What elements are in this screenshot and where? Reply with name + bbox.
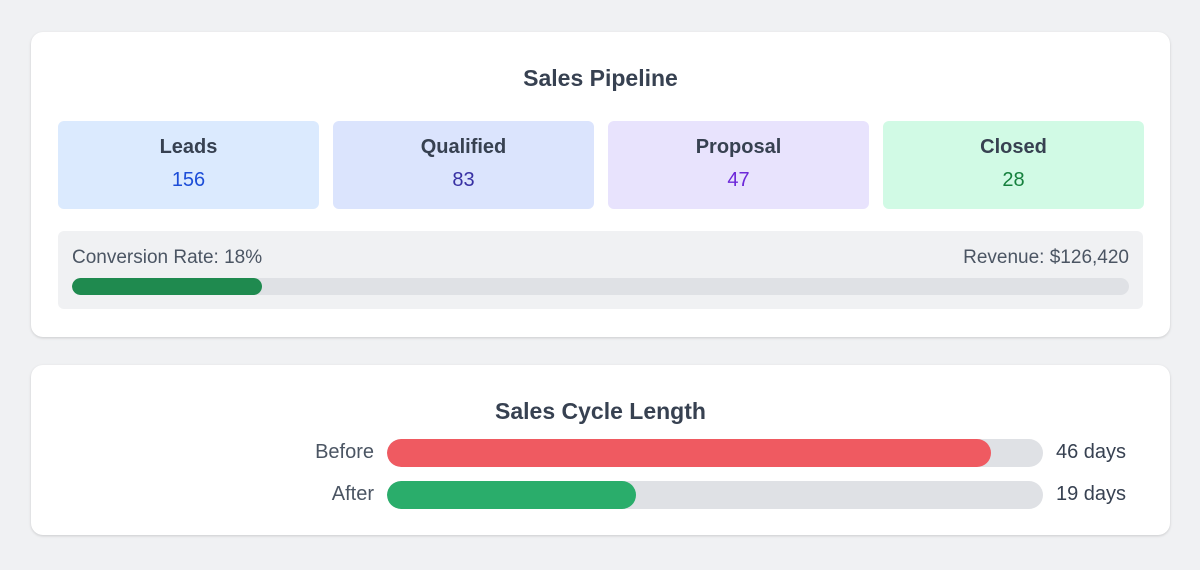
sales-cycle-card: Sales Cycle Length Before 46 days After … <box>31 365 1170 535</box>
stage-leads[interactable]: Leads 156 <box>58 121 319 209</box>
stage-label: Closed <box>980 136 1047 158</box>
cycle-row-label: After <box>331 483 374 505</box>
conversion-progress-fill <box>72 278 263 295</box>
cycle-row-after: After 19 days <box>31 481 1170 509</box>
sales-pipeline-card: Sales Pipeline Leads 156 Qualified 83 Pr… <box>31 32 1170 337</box>
stage-qualified[interactable]: Qualified 83 <box>333 121 594 209</box>
cycle-bar-fill <box>387 439 991 467</box>
stage-label: Proposal <box>695 136 782 158</box>
stage-label: Qualified <box>420 136 507 158</box>
pipeline-title: Sales Pipeline <box>523 65 678 91</box>
stage-closed[interactable]: Closed 28 <box>883 121 1144 209</box>
revenue-label: Revenue: $126,420 <box>963 247 1129 268</box>
pipeline-stages: Leads 156 Qualified 83 Proposal 47 Close… <box>58 121 1144 209</box>
stage-proposal[interactable]: Proposal 47 <box>608 121 869 209</box>
conversion-panel: Conversion Rate: 18% Revenue: $126,420 <box>58 231 1143 309</box>
cycle-row-value: 46 days <box>1056 441 1127 463</box>
stage-value: 83 <box>452 169 475 191</box>
stage-label: Leads <box>159 136 218 158</box>
cycle-bar-fill <box>387 481 637 509</box>
cycle-title: Sales Cycle Length <box>495 398 706 424</box>
cycle-bar-track <box>387 481 1043 509</box>
stage-value: 47 <box>727 169 750 191</box>
cycle-bar-track <box>387 439 1043 467</box>
conversion-progress-track <box>72 278 1129 295</box>
stage-value: 156 <box>171 169 206 191</box>
cycle-row-value: 19 days <box>1056 483 1127 505</box>
cycle-row-before: Before 46 days <box>31 439 1170 467</box>
cycle-row-label: Before <box>315 441 374 463</box>
stage-value: 28 <box>1002 169 1025 191</box>
conversion-rate-label: Conversion Rate: 18% <box>72 247 263 268</box>
